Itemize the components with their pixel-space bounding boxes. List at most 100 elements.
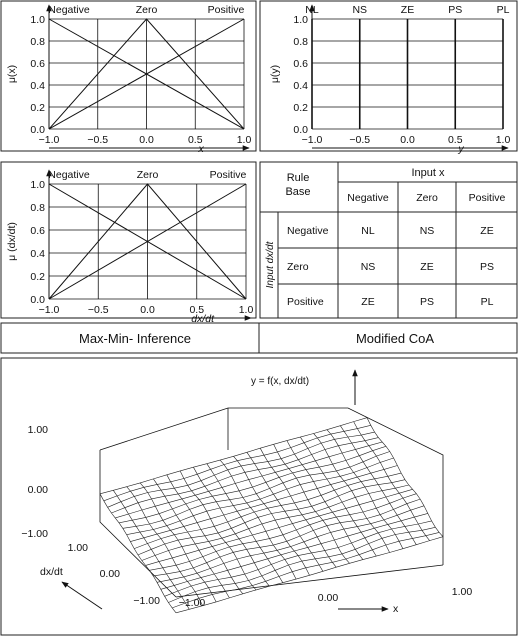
- y-axis-label: μ(y): [269, 65, 281, 83]
- rule-base-row-label: Positive: [287, 296, 324, 308]
- y-tick-label: 0.0: [30, 294, 45, 306]
- y-tick-label: 0.8: [30, 202, 45, 214]
- panel-frame-surface: [0, 357, 518, 636]
- y-axis-label: μ (dx/dt): [6, 222, 18, 261]
- set-label: PL: [497, 4, 510, 16]
- x-tick-label: 1.0: [239, 304, 254, 316]
- surface-mesh-line: [366, 417, 444, 537]
- surface-mesh-line: [340, 425, 417, 545]
- y-tick-label: 0.6: [30, 225, 45, 237]
- y-tick-label: 0.4: [30, 80, 45, 92]
- panel-frame-output-y: [259, 0, 518, 152]
- membership-plot-input-dxdt: 0.0 0.2 0.4 0.6 0.8 1.0 −1.0 −0.5 0.0 0.5 1.0 μ (dx…: [6, 169, 253, 325]
- control-surface-plot: y = f(x, dx/dt) 1.00 0.00 −1.00 1.00 0.0…: [21, 369, 473, 615]
- x-axis-label: dx/dt: [191, 313, 215, 325]
- dxdt-tick-label: 0.00: [100, 568, 121, 580]
- surface-mesh-line: [259, 448, 337, 568]
- membership-plot-input-x: 0.0 0.2 0.4 0.6 0.8 1.0 −1.0 −0.5 0.0 0.5 1.0 μ(x) x…: [6, 4, 251, 155]
- x-tick-label: 0.5: [189, 304, 204, 316]
- rule-base-corner-label: Base: [285, 186, 310, 198]
- surface-mesh-line: [164, 520, 432, 597]
- surface-mesh-line: [118, 446, 387, 524]
- rule-base-cell: ZE: [361, 296, 374, 308]
- x-tick-label: 0.0: [400, 134, 415, 146]
- dxdt-tick-label: −1.00: [133, 595, 160, 607]
- surface-mesh-line: [103, 425, 371, 502]
- y-tick-label: 0.6: [30, 58, 45, 70]
- rule-base-cell: NS: [361, 261, 376, 273]
- surface-mesh-line: [313, 433, 390, 553]
- membership-curve-zero: [48, 18, 245, 130]
- x-tick-label: −1.00: [179, 597, 206, 609]
- surface-mesh-line: [246, 452, 324, 572]
- surface-mesh-line: [111, 437, 379, 514]
- z-tick-label: 1.00: [28, 424, 49, 436]
- rule-base-cell: NS: [420, 225, 435, 237]
- set-label: Zero: [137, 169, 159, 181]
- surface-mesh-line: [300, 436, 377, 557]
- x-tick-label: −1.0: [39, 304, 60, 316]
- surface-mesh-line: [273, 444, 350, 564]
- y-tick-label: 0.0: [293, 124, 308, 136]
- surface-mesh-line: [206, 463, 284, 583]
- x-tick-label: −0.5: [349, 134, 370, 146]
- x-axis-label: x: [197, 143, 204, 155]
- surface-mesh-line: [115, 441, 383, 519]
- y-tick-label: 0.2: [293, 102, 308, 114]
- rule-base-cell: PL: [481, 296, 494, 308]
- x-tick-label: 0.0: [139, 134, 154, 146]
- set-label: Positive: [208, 4, 245, 16]
- y-tick-label: 0.8: [30, 36, 45, 48]
- set-label: Negative: [48, 4, 90, 16]
- rule-base-cell: NL: [361, 225, 375, 237]
- y-tick-label: 0.2: [30, 102, 45, 114]
- rule-base-row-label: Zero: [287, 261, 309, 273]
- surface-mesh-line: [134, 472, 402, 549]
- surface-box-edge: [99, 407, 444, 565]
- surface-mesh-line: [126, 457, 394, 535]
- y-tick-label: 0.8: [293, 36, 308, 48]
- surface-mesh-line: [130, 465, 398, 542]
- x-tick-label: −0.5: [88, 304, 109, 316]
- x-tick-label: 1.0: [496, 134, 511, 146]
- surface-function-label: y = f(x, dx/dt): [251, 376, 309, 387]
- membership-curve-positive: [48, 18, 245, 130]
- rule-base-column-label: Zero: [416, 192, 438, 204]
- defuzzification-label: Modified CoA: [356, 331, 434, 346]
- set-label: Zero: [136, 4, 158, 16]
- x-tick-label: −1.0: [39, 134, 60, 146]
- y-tick-label: 0.6: [293, 58, 308, 70]
- x-tick-label: 1.00: [452, 586, 473, 598]
- x-axis-label: y: [457, 143, 464, 155]
- surface-mesh: [99, 417, 444, 614]
- dxdt-tick-label: 1.00: [68, 542, 89, 554]
- x-tick-label: 1.0: [237, 134, 252, 146]
- surface-mesh-line: [219, 459, 297, 580]
- rule-base-cell: ZE: [480, 225, 493, 237]
- dxdt-axis-label: dx/dt: [40, 566, 63, 578]
- set-label: NS: [352, 4, 367, 16]
- surface-mesh-line: [99, 417, 368, 495]
- membership-curve-positive: [48, 183, 247, 300]
- rule-base-col-header: Input x: [411, 167, 445, 179]
- y-tick-label: 1.0: [30, 179, 45, 191]
- y-tick-label: 0.4: [30, 248, 45, 260]
- rule-base-row-header: Input dx/dt: [265, 240, 276, 288]
- set-label: PS: [448, 4, 462, 16]
- surface-mesh-line: [353, 421, 430, 541]
- x-tick-label: 0.0: [140, 304, 155, 316]
- panel-frame-input-x: [0, 0, 257, 152]
- x-axis-label: x: [393, 603, 399, 615]
- z-tick-label: 0.00: [28, 484, 49, 496]
- rule-base-row-label: Negative: [287, 225, 329, 237]
- inference-label: Max-Min- Inference: [79, 331, 191, 346]
- surface-mesh-line: [286, 440, 364, 560]
- y-tick-label: 1.0: [30, 14, 45, 26]
- set-label: NL: [305, 4, 319, 16]
- surface-mesh-line: [156, 505, 425, 583]
- surface-mesh-line: [107, 431, 375, 508]
- y-tick-label: 0.2: [30, 271, 45, 283]
- x-tick-label: 0.5: [448, 134, 463, 146]
- surface-box-edge: [175, 564, 444, 598]
